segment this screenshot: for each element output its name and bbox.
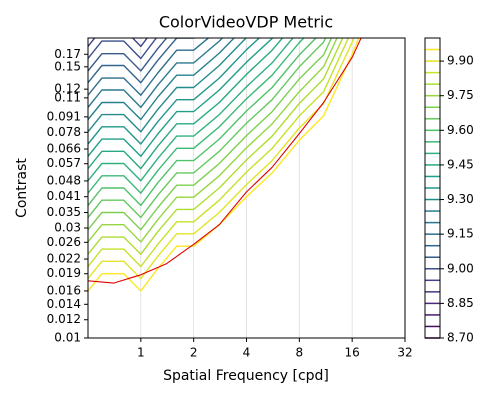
colorbar-tick-label: 9.00 xyxy=(447,261,474,275)
contour-line xyxy=(88,38,338,243)
colorbar-tick-label: 9.30 xyxy=(447,192,474,206)
y-tick-label: 0.17 xyxy=(54,47,81,61)
colorbar-tick-label: 9.90 xyxy=(447,54,474,68)
colorbar-tick-label: 8.70 xyxy=(447,331,474,345)
contour-line xyxy=(88,38,236,121)
colorbar-tick-label: 9.75 xyxy=(447,88,474,102)
x-tick-label: 16 xyxy=(345,346,360,360)
contour-line xyxy=(88,38,168,72)
y-tick-label: 0.012 xyxy=(47,312,81,326)
contour-line xyxy=(88,38,284,170)
grid xyxy=(140,38,406,338)
y-tick-label: 0.01 xyxy=(54,331,81,345)
contour-line xyxy=(88,38,274,157)
colorbar-tick-label: 8.85 xyxy=(447,296,474,310)
contour-line xyxy=(88,38,224,109)
contour-line xyxy=(88,38,305,194)
y-tick-label: 0.03 xyxy=(54,220,81,234)
colorbar-frame xyxy=(424,37,441,339)
contour-line xyxy=(88,38,327,219)
x-tick-label: 2 xyxy=(190,346,198,360)
y-tick-label: 0.019 xyxy=(47,266,81,280)
contour-line xyxy=(88,38,344,255)
contour-line xyxy=(88,38,247,133)
x-tick-label: 32 xyxy=(397,346,412,360)
y-tick-label: 0.048 xyxy=(47,173,81,187)
y-tick-label: 0.026 xyxy=(47,235,81,249)
contour-line xyxy=(88,38,210,96)
contour-line xyxy=(88,38,333,231)
y-axis-label: Contrast xyxy=(14,158,30,218)
contour-line xyxy=(88,38,360,292)
y-tick-label: 0.041 xyxy=(47,189,81,203)
x-tick-label: 1 xyxy=(137,346,145,360)
y-tick-label: 0.035 xyxy=(47,205,81,219)
plot-area xyxy=(88,38,362,292)
y-tick-label: 0.057 xyxy=(47,156,81,170)
chart-title: ColorVideoVDP Metric xyxy=(159,13,333,32)
y-tick-label: 0.066 xyxy=(47,142,81,156)
x-tick-label: 8 xyxy=(296,346,304,360)
x-axis-label: Spatial Frequency [cpd] xyxy=(163,368,329,384)
y-tick-label: 0.12 xyxy=(54,82,81,96)
y-tick-label: 0.15 xyxy=(54,59,81,73)
contour-line xyxy=(88,38,158,60)
colorbar: 8.70 8.85 9.00 9.15 9.30 9.45 9.60 9.75 9.90 xyxy=(425,48,474,345)
contour-line xyxy=(88,38,149,48)
y-tick-label: 0.078 xyxy=(47,125,81,139)
colorbar-tick-label: 9.15 xyxy=(447,227,474,241)
contour-line xyxy=(88,38,195,84)
colorbar-tick-label: 9.45 xyxy=(447,157,474,171)
contour-line xyxy=(88,38,350,268)
colorbar-tick-label: 9.60 xyxy=(447,123,474,137)
y-tick-label: 0.014 xyxy=(47,297,81,311)
y-tick-label: 0.11 xyxy=(54,90,81,104)
reference-line xyxy=(88,38,362,284)
y-tick-label: 0.022 xyxy=(47,252,81,266)
x-tick-label: 4 xyxy=(243,346,251,360)
contour-line xyxy=(88,38,317,207)
contour-line xyxy=(88,38,294,182)
contour-line xyxy=(88,38,261,145)
y-tick-label: 0.091 xyxy=(47,109,81,123)
contour-line xyxy=(88,38,355,280)
y-tick-label: 0.016 xyxy=(47,283,81,297)
